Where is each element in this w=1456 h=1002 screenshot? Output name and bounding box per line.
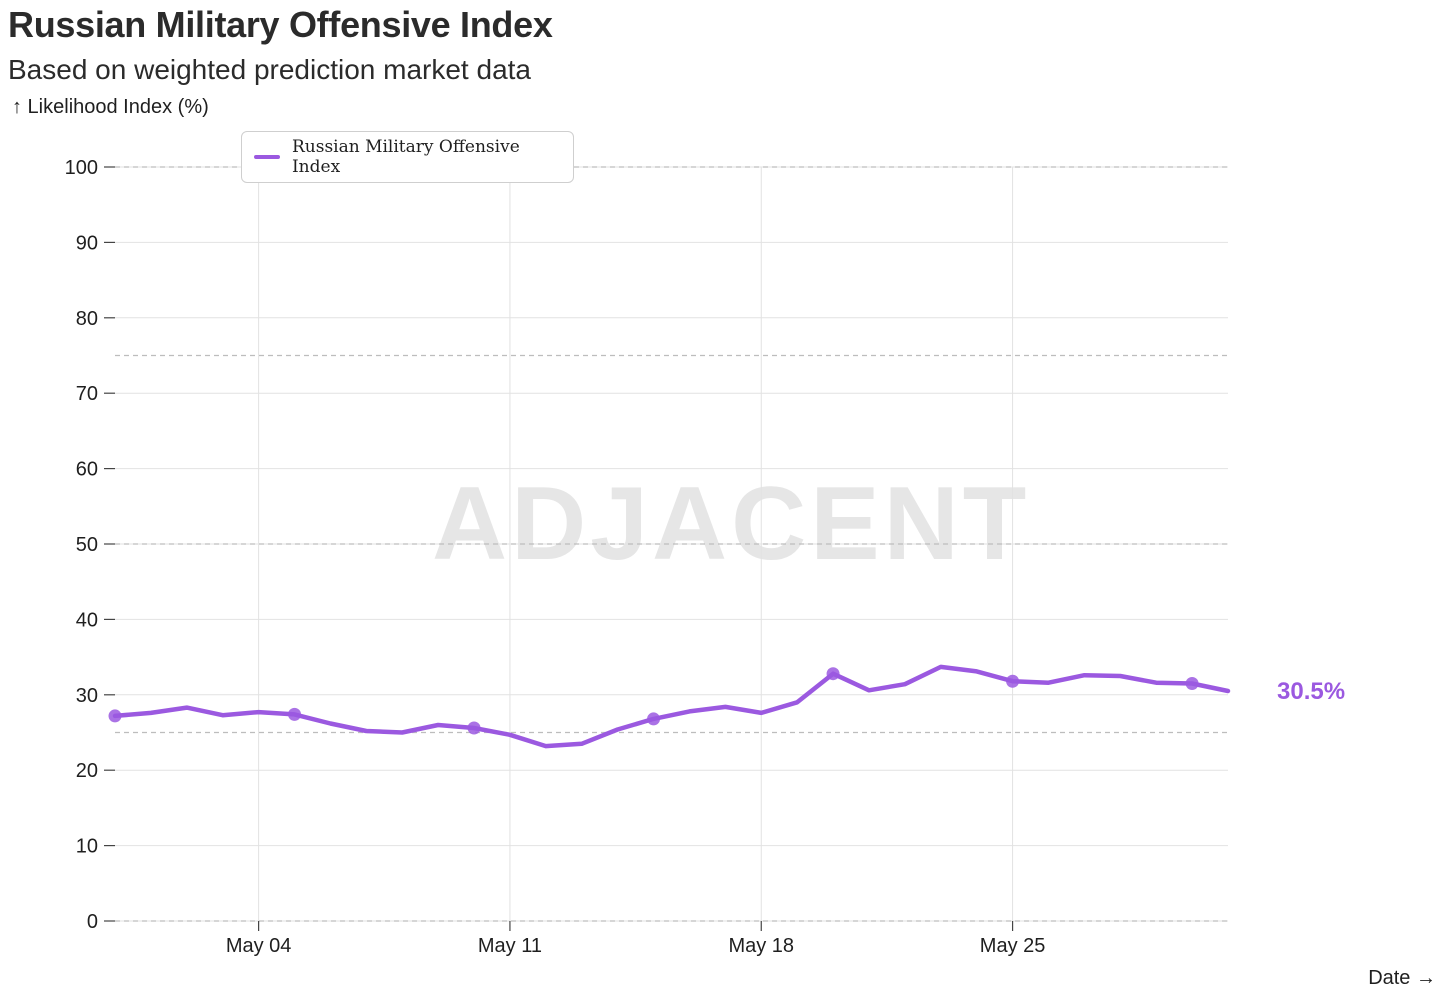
data-point-marker: [288, 707, 302, 721]
x-axis-label: Date →: [1368, 967, 1436, 989]
data-point-marker: [108, 709, 122, 723]
watermark: ADJACENT: [432, 466, 1031, 582]
y-tick-label: 40: [76, 609, 98, 631]
legend-label: Russian Military Offensive Index: [291, 137, 520, 177]
y-tick-label: 80: [76, 308, 98, 330]
grid-layer: [115, 166, 1228, 922]
chart-subtitle: Based on weighted prediction market data: [8, 54, 531, 85]
reference-lines-layer: [115, 166, 1228, 922]
x-tick-label: May 25: [980, 935, 1046, 957]
chart-title: Russian Military Offensive Index: [8, 4, 553, 45]
y-tick-label: 10: [76, 836, 98, 858]
data-point-marker: [1006, 674, 1020, 688]
y-tick-label: 100: [65, 157, 98, 179]
data-point-marker: [467, 721, 481, 735]
legend-swatch: [254, 155, 280, 159]
y-tick-label: 90: [76, 232, 98, 254]
x-tick-label: May 04: [226, 935, 292, 957]
y-tick-label: 60: [76, 459, 98, 481]
x-tick-label: May 18: [728, 935, 794, 957]
y-tick-label: 30: [76, 685, 98, 707]
data-point-marker: [1185, 676, 1199, 690]
y-tick-label: 50: [76, 534, 98, 556]
data-point-marker: [826, 667, 840, 681]
x-tick-label: May 11: [478, 935, 542, 957]
y-tick-label: 70: [76, 383, 98, 405]
y-axis-label: ↑ Likelihood Index (%): [12, 96, 209, 118]
y-tick-label: 0: [87, 911, 98, 933]
chart-legend: Russian Military Offensive Index: [241, 131, 574, 183]
last-value-label: 30.5%: [1277, 678, 1345, 705]
axis-layer: 0 10 20 30 40 50 60 70 80 90 100 May 04 May 11 May 18…: [65, 157, 1046, 957]
y-tick-label: 20: [76, 760, 98, 782]
series-line: [112, 664, 1231, 749]
series-layer: [108, 664, 1231, 749]
data-point-marker: [647, 712, 661, 726]
